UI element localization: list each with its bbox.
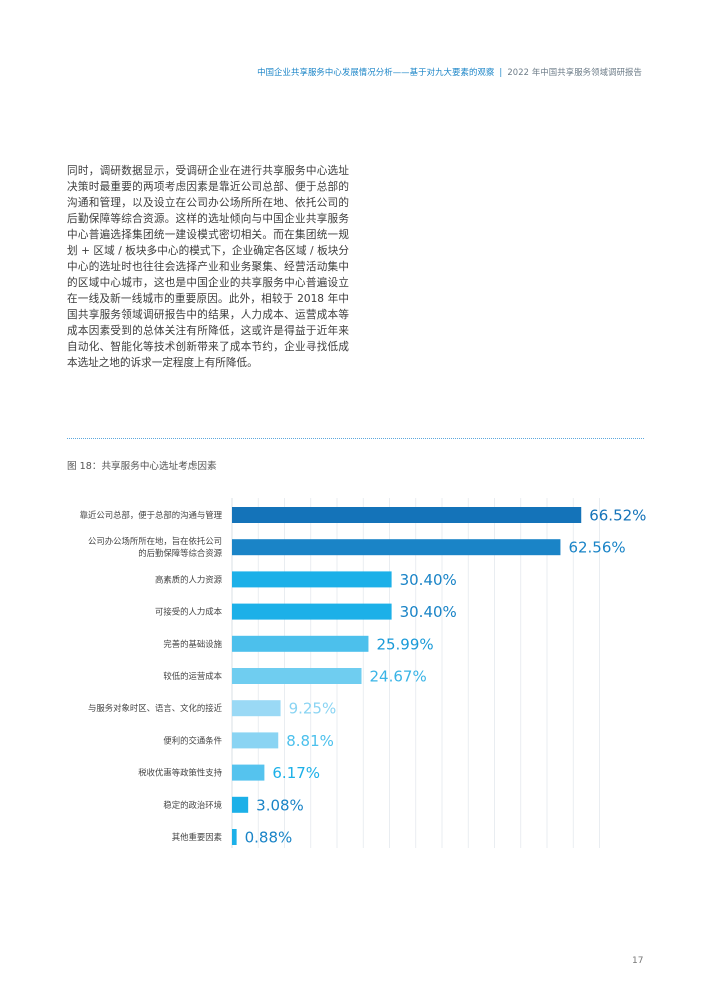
category-label: 其他重要因素 bbox=[172, 832, 222, 842]
bar bbox=[232, 635, 369, 652]
figure-caption: 图 18：共享服务中心选址考虑因素 bbox=[67, 461, 217, 472]
category-label: 稳定的政治环境 bbox=[163, 800, 222, 810]
category-label: 高素质的人力资源 bbox=[155, 574, 223, 584]
running-header: 中国企业共享服务中心发展情况分析——基于对九大要素的观察 | 2022 年中国共享服… bbox=[257, 66, 642, 78]
bar bbox=[232, 571, 392, 588]
page-number: 17 bbox=[632, 956, 644, 966]
value-label: 8.81% bbox=[286, 732, 334, 750]
value-label: 30.40% bbox=[400, 603, 457, 621]
bar bbox=[232, 603, 392, 620]
header-report-title: 2022 年中国共享服务领域调研报告 bbox=[507, 67, 642, 77]
header-separator: | bbox=[499, 67, 503, 77]
body-paragraph: 同时，调研数据显示，受调研企业在进行共享服务中心选址决策时最重要的两项考虑因素是… bbox=[67, 165, 349, 369]
value-label: 25.99% bbox=[376, 635, 433, 653]
category-label: 完善的基础设施 bbox=[163, 639, 222, 649]
value-label: 30.40% bbox=[400, 571, 457, 589]
bar bbox=[232, 507, 582, 523]
value-label: 3.08% bbox=[256, 796, 304, 814]
section-divider bbox=[67, 438, 644, 439]
location-factors-bar-chart: 66.52% 靠近公司总部，便于总部的沟通与管理 62.56% 公司办公场所所在地，旨… bbox=[80, 498, 647, 848]
category-label: 靠近公司总部，便于总部的沟通与管理 bbox=[80, 510, 223, 520]
bar bbox=[232, 700, 281, 717]
category-label: 与服务对象时区、语言、文化的接近 bbox=[88, 703, 223, 713]
chart-bars bbox=[232, 507, 582, 845]
category-label: 较低的运营成本 bbox=[163, 671, 222, 681]
bar bbox=[232, 732, 279, 749]
bar bbox=[232, 796, 249, 813]
value-label: 0.88% bbox=[245, 829, 293, 847]
category-label: 税收优惠等政策性支持 bbox=[138, 768, 222, 778]
value-label: 24.67% bbox=[370, 668, 427, 686]
bar bbox=[232, 764, 265, 781]
bar bbox=[232, 668, 362, 684]
category-label: 的后勤保障等综合资源 bbox=[138, 548, 222, 558]
header-report-section: 中国企业共享服务中心发展情况分析——基于对九大要素的观察 bbox=[257, 67, 495, 77]
category-label: 便利的交通条件 bbox=[163, 735, 222, 745]
category-label: 公司办公场所所在地，旨在依托公司 bbox=[88, 536, 222, 546]
value-label: 66.52% bbox=[589, 507, 646, 525]
value-label: 62.56% bbox=[568, 539, 625, 557]
value-label: 9.25% bbox=[289, 700, 337, 718]
chart-labels: 66.52% 靠近公司总部，便于总部的沟通与管理 62.56% 公司办公场所所在地，旨… bbox=[80, 507, 647, 847]
category-label: 可接受的人力成本 bbox=[155, 607, 223, 617]
bar bbox=[232, 539, 561, 556]
value-label: 6.17% bbox=[272, 764, 320, 782]
bar bbox=[232, 829, 237, 845]
